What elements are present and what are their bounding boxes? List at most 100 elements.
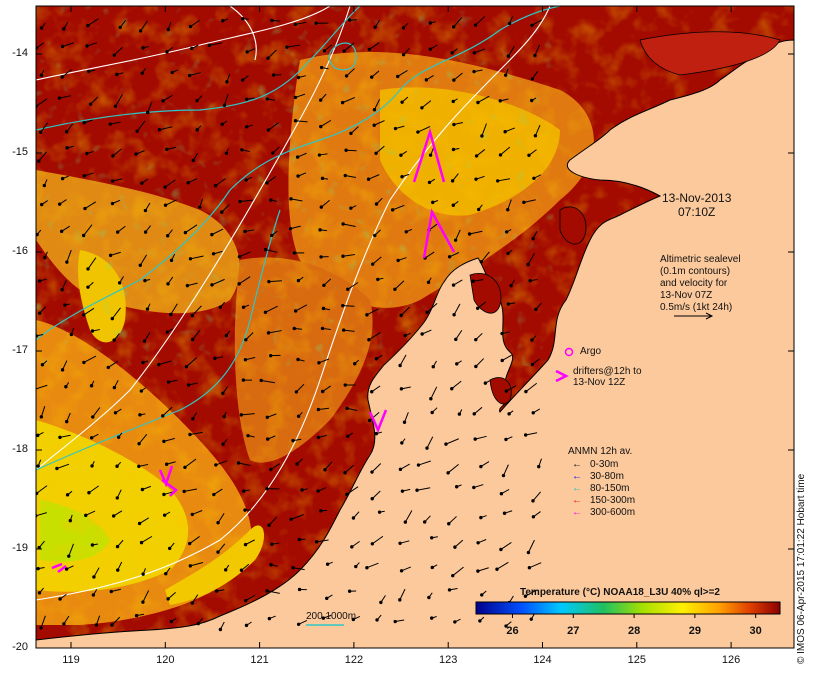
velocity-arrow [404, 510, 413, 523]
velocity-arrow-head [325, 562, 330, 566]
velocity-arrow-head [293, 119, 298, 123]
velocity-arrow-head [183, 230, 188, 235]
velocity-arrow [189, 72, 201, 77]
velocity-arrow-head [365, 313, 369, 317]
anmn-legend-item: ← 80-150m [572, 483, 629, 494]
altimetry-line: 0.5m/s (1kt 24h) [660, 302, 733, 313]
velocity-arrow [62, 360, 68, 371]
velocity-arrow-head [140, 71, 144, 75]
velocity-arrow [532, 491, 542, 502]
velocity-arrow-head [370, 542, 375, 546]
velocity-arrow-head [116, 568, 120, 572]
velocity-arrow [88, 485, 100, 494]
velocity-arrow [475, 358, 485, 367]
velocity-arrow [266, 176, 277, 184]
velocity-arrow-head [90, 329, 95, 333]
velocity-arrow-head [58, 435, 62, 440]
velocity-arrow-head [220, 122, 224, 126]
velocity-arrow-head [371, 262, 375, 266]
velocity-arrow [38, 151, 47, 162]
velocity-arrow [421, 100, 432, 109]
velocity-arrow [158, 360, 172, 366]
velocity-arrow-head [316, 435, 321, 440]
velocity-arrow [85, 510, 96, 516]
velocity-arrow [59, 434, 71, 438]
velocity-arrow [268, 330, 282, 334]
velocity-arrow-head [113, 411, 118, 415]
velocity-arrow-head [91, 593, 96, 597]
velocity-arrow [318, 358, 330, 364]
velocity-arrow-head [503, 73, 508, 77]
argo-symbol [564, 347, 574, 357]
velocity-arrow-head [447, 522, 451, 526]
velocity-arrow [238, 276, 251, 285]
velocity-arrow-head [530, 362, 535, 367]
velocity-arrow-head [222, 414, 226, 419]
velocity-arrow-head [450, 386, 454, 391]
velocity-arrow-head [296, 622, 301, 626]
velocity-arrow [110, 251, 121, 256]
velocity-arrow-head [450, 179, 455, 183]
velocity-arrow [141, 535, 153, 544]
velocity-arrow-head [403, 333, 407, 338]
velocity-arrow [147, 101, 153, 113]
velocity-arrow [265, 249, 278, 253]
velocity-arrow-head [340, 100, 345, 105]
velocity-arrow-head [347, 589, 352, 593]
velocity-arrow-head [472, 412, 476, 416]
velocity-arrow-head [503, 130, 507, 134]
velocity-arrow-head [270, 542, 274, 546]
velocity-arrow-head [170, 70, 174, 75]
velocity-arrow-head [297, 537, 302, 542]
velocity-arrow [217, 543, 226, 553]
plot-frame [35, 5, 795, 649]
longitude-tick-label: 126 [721, 654, 741, 666]
velocity-arrow-head [239, 413, 244, 417]
velocity-arrow-head [90, 543, 95, 547]
velocity-arrow-head [396, 74, 400, 79]
velocity-arrow [138, 433, 148, 445]
velocity-arrow [453, 303, 461, 315]
velocity-arrow-head [398, 363, 402, 368]
velocity-arrow-head [343, 470, 347, 475]
velocity-arrow [217, 512, 225, 523]
velocity-arrow-head [292, 251, 297, 255]
velocity-arrow [527, 252, 535, 265]
velocity-arrow-head [288, 226, 293, 231]
velocity-arrow-head [33, 388, 35, 390]
velocity-arrow-head [37, 545, 41, 550]
velocity-arrow-head [143, 230, 148, 234]
anmn-legend-label: 0-30m [590, 459, 619, 470]
velocity-arrow-head [478, 619, 482, 623]
velocity-arrow-head [399, 387, 404, 391]
velocity-arrow [455, 229, 461, 241]
velocity-arrow [190, 255, 204, 260]
velocity-arrow-head [87, 491, 91, 495]
velocity-arrow-head [399, 313, 403, 318]
velocity-arrow-head [241, 305, 246, 309]
longitude-tick-label: 120 [156, 654, 175, 666]
velocity-arrow-head [349, 131, 353, 136]
velocity-arrow-head [296, 357, 300, 362]
velocity-arrow-head [452, 313, 456, 317]
velocity-arrow-head [266, 331, 271, 335]
velocity-arrow [346, 149, 357, 152]
colorbar-tick-label: 26 [506, 625, 519, 637]
velocity-arrow-head [138, 263, 142, 267]
velocity-arrow [455, 329, 463, 340]
velocity-arrow-head [39, 130, 43, 135]
velocity-arrow-head [430, 565, 434, 570]
velocity-arrow-head [354, 564, 358, 569]
velocity-arrow-head [190, 512, 194, 517]
velocity-arrow-head [319, 65, 324, 70]
velocity-arrow [87, 18, 99, 26]
velocity-arrow [373, 99, 381, 110]
velocity-arrow-head [225, 80, 229, 84]
velocity-arrow-head [37, 591, 42, 595]
longitude-tick-label: 123 [439, 654, 458, 666]
velocity-arrow-head [504, 437, 508, 442]
velocity-arrow-head [372, 123, 376, 127]
velocity-arrow-head [351, 617, 356, 622]
velocity-arrow-head [498, 99, 502, 103]
velocity-arrow-head [507, 21, 512, 26]
